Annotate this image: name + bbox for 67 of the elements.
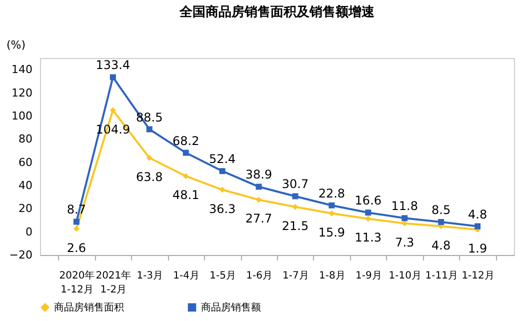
point bbox=[256, 196, 262, 203]
data-label: 4.8 bbox=[432, 238, 451, 252]
data-label: 133.4 bbox=[96, 58, 130, 72]
data-label: 1.9 bbox=[468, 242, 488, 256]
point bbox=[328, 202, 335, 208]
data-label: 15.9 bbox=[318, 225, 346, 240]
y-tick-label: 0 bbox=[26, 225, 32, 238]
point bbox=[219, 186, 226, 193]
data-label: 52.4 bbox=[208, 152, 236, 166]
x-tick-label: 1-11月 bbox=[425, 270, 458, 282]
point bbox=[182, 173, 189, 180]
y-axis-title: (%) bbox=[6, 38, 26, 52]
y-tick-label: 140 bbox=[12, 63, 32, 76]
x-tick-label: 1-12月 bbox=[462, 270, 494, 282]
data-label: 11.3 bbox=[354, 230, 382, 245]
data-label: 27.7 bbox=[245, 212, 272, 226]
point bbox=[474, 223, 481, 230]
y-tick-label: 60 bbox=[18, 156, 32, 169]
y-tick-label: 120 bbox=[12, 86, 32, 100]
point bbox=[328, 210, 335, 216]
y-tick-label: 40 bbox=[18, 178, 32, 192]
point bbox=[73, 226, 80, 232]
point bbox=[146, 126, 152, 132]
data-label: 48.1 bbox=[172, 188, 200, 202]
x-tick-label: 1-4月 bbox=[173, 270, 200, 282]
data-label: 22.8 bbox=[318, 186, 346, 200]
x-tick-label: 1-7月 bbox=[282, 270, 309, 282]
x-tick-label: 1-8月 bbox=[319, 270, 346, 282]
x-tick-label: 1-3月 bbox=[136, 270, 164, 282]
x-tick-label: 1-9月 bbox=[355, 270, 382, 282]
data-label: 68.2 bbox=[172, 134, 200, 148]
point bbox=[438, 218, 444, 225]
point bbox=[110, 107, 116, 114]
x-tick-label: 1-6月 bbox=[246, 270, 272, 282]
point bbox=[219, 168, 226, 174]
point bbox=[365, 210, 372, 216]
data-label: 36.3 bbox=[208, 202, 236, 216]
data-label: 7.3 bbox=[395, 235, 414, 250]
legend-label: 商品房销售额 bbox=[201, 301, 261, 314]
point bbox=[110, 74, 116, 80]
y-tick-label: 80 bbox=[18, 132, 32, 146]
y-tick-label: 20 bbox=[18, 202, 32, 216]
data-label: 4.8 bbox=[468, 207, 488, 222]
point bbox=[256, 184, 262, 190]
data-label: 16.6 bbox=[354, 194, 382, 208]
data-label: 11.8 bbox=[391, 199, 418, 214]
point bbox=[182, 150, 189, 156]
point bbox=[402, 215, 408, 222]
x-tick-label: 2020年 1-12月 bbox=[59, 270, 95, 296]
point bbox=[292, 193, 298, 200]
point bbox=[292, 204, 298, 210]
data-label: 21.5 bbox=[282, 218, 309, 233]
y-tick-label: −20 bbox=[9, 248, 32, 262]
data-label: 63.8 bbox=[136, 170, 163, 184]
x-tick-label: 2021年 1-2月 bbox=[96, 270, 132, 296]
legend-label: 商品房销售面积 bbox=[54, 301, 124, 314]
y-tick-label: 100 bbox=[12, 109, 32, 122]
data-label: 8.5 bbox=[432, 202, 451, 217]
point bbox=[365, 216, 372, 222]
chart-title: 全国商品房销售面积及销售额增速 bbox=[178, 4, 376, 20]
data-label: 2.6 bbox=[66, 240, 86, 255]
data-label: 38.9 bbox=[245, 168, 272, 182]
point bbox=[73, 218, 80, 225]
x-tick-label: 1-10月 bbox=[388, 270, 422, 282]
point bbox=[146, 154, 152, 161]
x-tick-label: 1-5月 bbox=[210, 270, 236, 282]
data-label: 30.7 bbox=[282, 177, 309, 192]
